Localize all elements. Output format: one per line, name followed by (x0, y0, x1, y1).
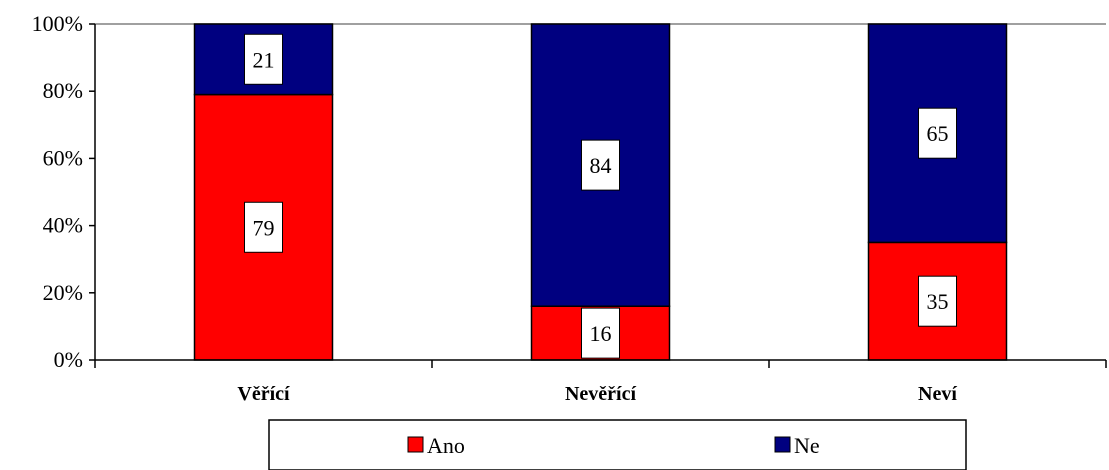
data-label-box (244, 201, 283, 253)
data-label: 84 (590, 153, 612, 178)
legend-swatch-ne (774, 436, 791, 453)
x-tick-label: Věřící (237, 383, 290, 405)
y-tick-label: 100% (32, 11, 83, 36)
data-label-box (581, 139, 620, 191)
legend-label-ne: Ne (794, 433, 820, 458)
data-label-box (918, 275, 957, 327)
data-label: 21 (253, 47, 275, 72)
data-label: 35 (927, 289, 949, 314)
data-label-box (918, 107, 957, 159)
y-tick-label: 80% (43, 78, 83, 103)
legend: Ano Ne (268, 419, 967, 470)
legend-label-ano: Ano (427, 433, 465, 458)
data-label: 65 (927, 121, 949, 146)
y-tick-label: 0% (54, 347, 83, 372)
x-tick-label: Neví (918, 383, 957, 405)
data-label-box (581, 307, 620, 359)
x-tick-label: Nevěřící (565, 383, 637, 405)
legend-box (268, 419, 967, 470)
y-tick-label: 60% (43, 145, 83, 170)
data-label: 79 (253, 215, 275, 240)
data-label: 16 (590, 321, 612, 346)
data-label-box (244, 33, 283, 85)
y-tick-label: 20% (43, 280, 83, 305)
plot-area: 0% 20% 40% 60% 80% 100% 79 21 16 84 35 65 Věřící Nevě… (32, 11, 1107, 405)
y-tick-label: 40% (43, 213, 83, 238)
legend-swatch-ano (407, 436, 424, 453)
